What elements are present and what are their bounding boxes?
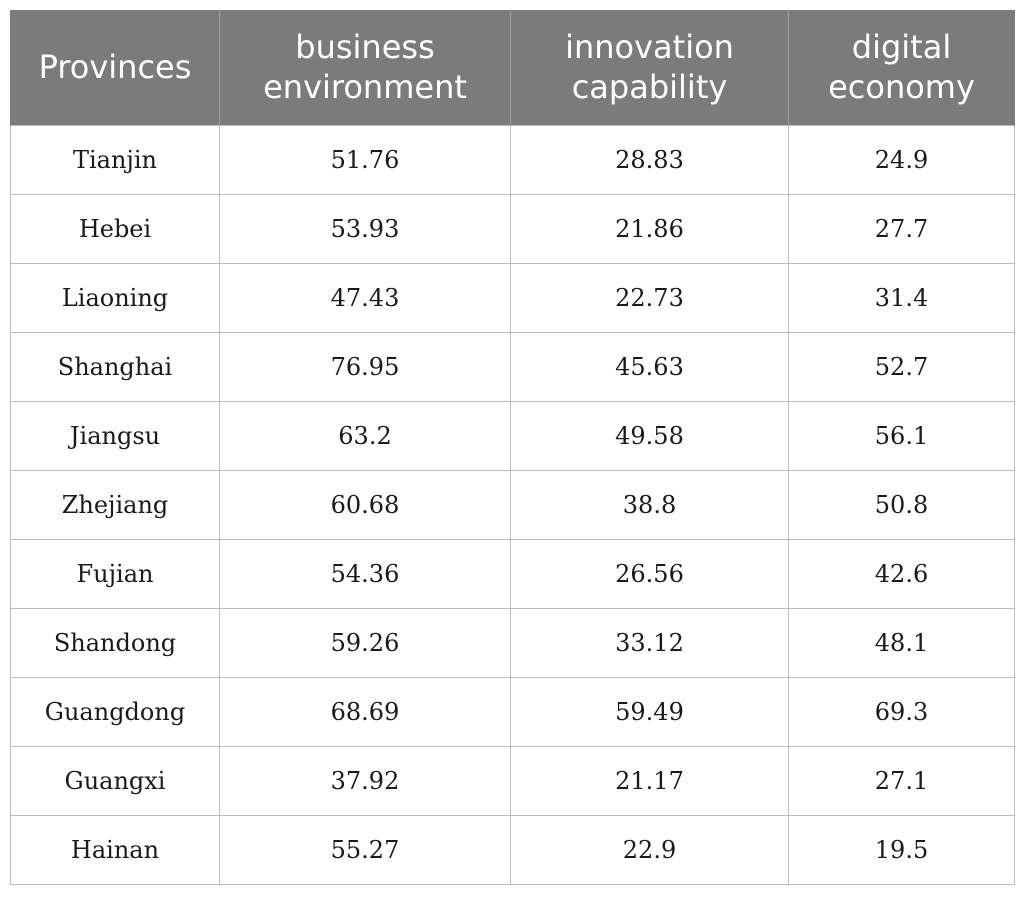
header-text: Provinces	[38, 48, 192, 87]
header-business-environment: business environment	[219, 10, 511, 125]
province-cell: Zhejiang	[10, 469, 220, 540]
province-cell: Jiangsu	[10, 400, 220, 471]
province-cell: Liaoning	[10, 262, 220, 333]
header-text: innovation	[565, 28, 734, 67]
innovation-capability-cell: 28.83	[510, 124, 789, 195]
digital-economy-cell: 31.4	[788, 262, 1015, 333]
table-row: Jiangsu 63.2 49.58 56.1	[10, 400, 1015, 471]
table-row: Guangdong 68.69 59.49 69.3	[10, 676, 1015, 747]
table-row: Liaoning 47.43 22.73 31.4	[10, 262, 1015, 333]
province-cell: Fujian	[10, 538, 220, 609]
province-table: Provinces business environment innovatio…	[10, 10, 1015, 885]
table-row: Fujian 54.36 26.56 42.6	[10, 538, 1015, 609]
business-environment-cell: 68.69	[219, 676, 511, 747]
header-text: environment	[263, 68, 467, 107]
business-environment-cell: 60.68	[219, 469, 511, 540]
province-cell: Guangdong	[10, 676, 220, 747]
business-environment-cell: 54.36	[219, 538, 511, 609]
data-table-container: Provinces business environment innovatio…	[10, 10, 1015, 885]
innovation-capability-cell: 45.63	[510, 331, 789, 402]
digital-economy-cell: 27.7	[788, 193, 1015, 264]
business-environment-cell: 59.26	[219, 607, 511, 678]
business-environment-cell: 37.92	[219, 745, 511, 816]
table-header: Provinces business environment innovatio…	[10, 10, 1015, 125]
table-row: Tianjin 51.76 28.83 24.9	[10, 124, 1015, 195]
business-environment-cell: 76.95	[219, 331, 511, 402]
innovation-capability-cell: 21.17	[510, 745, 789, 816]
table-row: Guangxi 37.92 21.17 27.1	[10, 745, 1015, 816]
header-innovation-capability: innovation capability	[510, 10, 789, 125]
innovation-capability-cell: 38.8	[510, 469, 789, 540]
header-text: digital	[851, 28, 952, 67]
province-cell: Shanghai	[10, 331, 220, 402]
table-row: Shanghai 76.95 45.63 52.7	[10, 331, 1015, 402]
innovation-capability-cell: 33.12	[510, 607, 789, 678]
table-row: Shandong 59.26 33.12 48.1	[10, 607, 1015, 678]
business-environment-cell: 55.27	[219, 814, 511, 885]
digital-economy-cell: 27.1	[788, 745, 1015, 816]
table-row: Hainan 55.27 22.9 19.5	[10, 814, 1015, 885]
digital-economy-cell: 48.1	[788, 607, 1015, 678]
province-cell: Hebei	[10, 193, 220, 264]
table-row: Zhejiang 60.68 38.8 50.8	[10, 469, 1015, 540]
digital-economy-cell: 42.6	[788, 538, 1015, 609]
business-environment-cell: 63.2	[219, 400, 511, 471]
province-cell: Guangxi	[10, 745, 220, 816]
header-text: capability	[571, 68, 728, 107]
table-row: Hebei 53.93 21.86 27.7	[10, 193, 1015, 264]
digital-economy-cell: 69.3	[788, 676, 1015, 747]
digital-economy-cell: 19.5	[788, 814, 1015, 885]
province-cell: Tianjin	[10, 124, 220, 195]
innovation-capability-cell: 21.86	[510, 193, 789, 264]
header-text: business	[295, 28, 435, 67]
business-environment-cell: 51.76	[219, 124, 511, 195]
table-body: Tianjin 51.76 28.83 24.9 Hebei 53.93 21.86 27.7…	[10, 124, 1015, 885]
innovation-capability-cell: 59.49	[510, 676, 789, 747]
header-digital-economy: digital economy	[788, 10, 1015, 125]
header-row: Provinces business environment innovatio…	[10, 10, 1015, 125]
province-cell: Hainan	[10, 814, 220, 885]
digital-economy-cell: 24.9	[788, 124, 1015, 195]
innovation-capability-cell: 22.9	[510, 814, 789, 885]
digital-economy-cell: 50.8	[788, 469, 1015, 540]
province-cell: Shandong	[10, 607, 220, 678]
innovation-capability-cell: 49.58	[510, 400, 789, 471]
business-environment-cell: 53.93	[219, 193, 511, 264]
digital-economy-cell: 52.7	[788, 331, 1015, 402]
business-environment-cell: 47.43	[219, 262, 511, 333]
header-provinces: Provinces	[10, 10, 220, 125]
header-text: economy	[828, 68, 975, 107]
innovation-capability-cell: 26.56	[510, 538, 789, 609]
innovation-capability-cell: 22.73	[510, 262, 789, 333]
digital-economy-cell: 56.1	[788, 400, 1015, 471]
